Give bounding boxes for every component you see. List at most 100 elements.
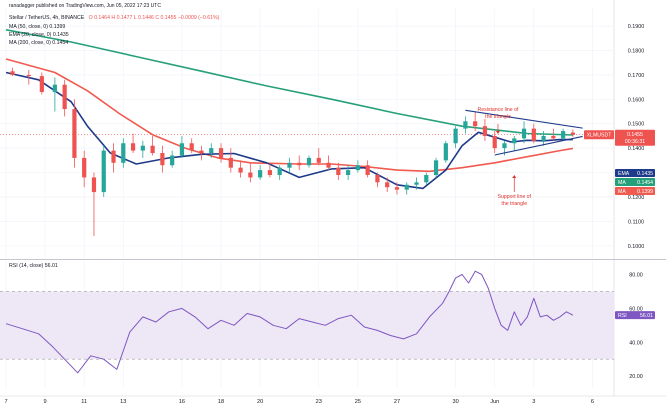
support-annotation-line2: the triangle	[501, 201, 527, 207]
ma50-tag-label: MA	[618, 189, 626, 195]
candle-body	[414, 182, 419, 185]
candle-body	[287, 162, 292, 168]
candle-body	[150, 145, 155, 154]
candle-body	[570, 132, 576, 135]
candle-body	[473, 121, 478, 127]
resistance-annotation-line2: the triangle	[485, 114, 511, 120]
candle-body	[62, 84, 67, 110]
price-tick-label-4: 0.1500	[628, 122, 645, 128]
candle-body	[101, 150, 106, 193]
price-tag-timer: 00:36:31	[625, 139, 645, 145]
candle-body	[111, 150, 116, 163]
publisher-line: ranadagger published on TradingView.com,…	[9, 3, 161, 9]
candle-body	[160, 153, 165, 166]
price-tick-label-3: 0.1600	[628, 97, 645, 103]
resistance-trendline	[465, 109, 583, 129]
date-tick-label-13: 6	[591, 399, 594, 405]
candle-body	[433, 160, 439, 175]
date-tick-label-8: 25	[355, 399, 361, 405]
date-tick-label-2: 11	[81, 399, 87, 405]
candle-body	[551, 135, 556, 139]
date-tick-label-5: 18	[218, 399, 224, 405]
ema20-tag-label: EMA	[618, 171, 630, 177]
candle-body	[189, 143, 194, 151]
candle-body	[218, 148, 224, 158]
date-tick-label-0: 7	[4, 399, 7, 405]
candle-body	[365, 165, 370, 175]
date-tick-label-9: 27	[394, 399, 400, 405]
candle-body	[209, 148, 214, 154]
candle-body	[228, 157, 233, 168]
legend-rsi: RSI (14, close) 56.01	[9, 263, 58, 269]
candle-body	[238, 167, 243, 173]
candle-body	[463, 121, 468, 129]
candle-body	[394, 187, 400, 190]
candle-body	[258, 170, 263, 178]
candle-body	[199, 150, 204, 154]
support-trendline	[494, 135, 583, 156]
price-tick-label-0: 0.1900	[628, 24, 645, 30]
ma200-line	[5, 29, 573, 136]
date-tick-label-7: 23	[316, 399, 322, 405]
legend-ma200: MA (200, close, 0) 0.1454	[9, 40, 69, 46]
rsi-tag-value: 56.01	[640, 313, 653, 319]
candle-body	[267, 170, 273, 175]
candle-body	[404, 184, 409, 190]
date-tick-label-6: 20	[257, 399, 263, 405]
candle-body	[277, 167, 282, 175]
date-tick-label-1: 9	[44, 399, 47, 405]
price-tick-label-7: 0.1200	[628, 195, 645, 201]
candle-body	[326, 162, 331, 168]
date-tick-label-11: Jun	[490, 399, 499, 405]
price-tick-label-8: 0.1100	[628, 219, 644, 225]
candle-body	[306, 157, 312, 166]
candle-body	[521, 128, 527, 139]
symbol-tag-text: XLMUSDT	[587, 133, 613, 139]
date-tick-label-10: 30	[452, 399, 458, 405]
candle-body	[541, 135, 546, 141]
candle-body	[130, 143, 136, 151]
ma200-tag	[615, 178, 655, 186]
ma200-tag-value: 0.1454	[637, 180, 653, 186]
candle-body	[492, 135, 497, 149]
candle-body	[375, 175, 380, 183]
candle-body	[91, 177, 97, 193]
support-arrowhead	[512, 175, 517, 178]
rsi-tick-label-1: 60.00	[629, 306, 643, 312]
ohlc-values: O 0.1464 H 0.1477 L 0.1446 C 0.1455 −0.0…	[88, 15, 220, 21]
rsi-tick-label-3: 20.00	[629, 374, 643, 380]
ema20-tag-value: 0.1435	[637, 171, 653, 177]
candle-body	[502, 143, 507, 149]
support-annotation-line1: Support line of	[498, 194, 532, 200]
candle-body	[179, 143, 185, 156]
candle-body	[345, 170, 351, 175]
price-tick-label-5: 0.1400	[628, 146, 645, 152]
ma50-tag-value: 0.1399	[637, 189, 653, 195]
rsi-tag	[615, 311, 655, 320]
date-tick-label-12: 3	[532, 399, 535, 405]
date-tick-label-4: 16	[179, 399, 185, 405]
candle-body	[443, 143, 448, 161]
candle-body	[121, 143, 126, 163]
date-tick-label-3: 13	[120, 399, 126, 405]
candle-body	[385, 182, 390, 188]
resistance-arrowhead	[495, 131, 500, 134]
candle-body	[453, 128, 458, 144]
ema20-tag	[615, 169, 655, 177]
candle-body	[52, 84, 57, 92]
ohlc-line: Stellar / TetherUS, 4h, BINANCE O 0.1464…	[9, 15, 222, 21]
price-tag	[615, 129, 655, 146]
rsi-tag-label: RSI	[618, 313, 627, 319]
rsi-tick-label-2: 40.00	[629, 340, 643, 346]
price-tick-label-2: 0.1700	[628, 73, 645, 79]
candle-body	[424, 175, 429, 183]
price-tick-label-9: 0.1000	[628, 244, 645, 250]
resistance-annotation-line1: Resistance line of	[477, 107, 519, 113]
candle-body	[531, 128, 536, 141]
ma50-line	[5, 58, 574, 173]
candle-body	[82, 157, 87, 178]
legend-ma50: MA (50, close, 0) 0.1399	[9, 24, 66, 30]
candle-body	[297, 162, 302, 166]
